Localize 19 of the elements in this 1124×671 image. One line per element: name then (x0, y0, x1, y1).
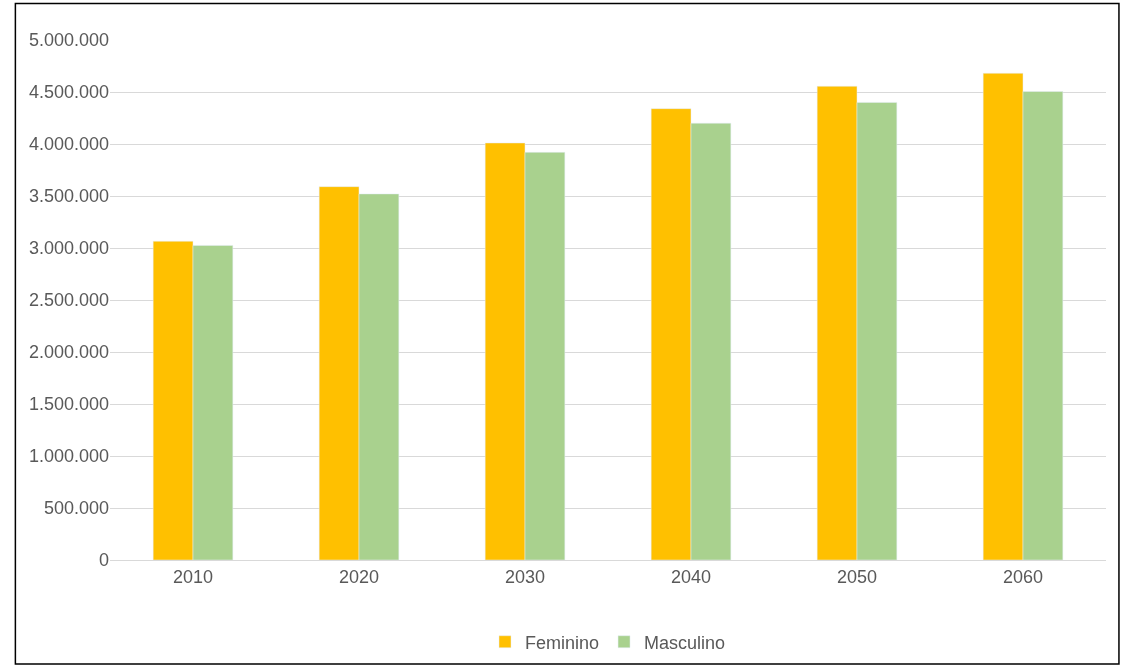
y-tick-label: 4.000.000 (28, 134, 109, 155)
y-tick-label: 5.000.000 (28, 30, 109, 51)
legend-label: Masculino (644, 632, 726, 653)
x-tick-label: 2010 (172, 566, 214, 587)
y-tick-label: 1.000.000 (28, 446, 109, 467)
x-tick-label: 2050 (836, 566, 878, 587)
y-tick-label: 2.000.000 (28, 342, 109, 363)
y-tick-label: 3.000.000 (28, 238, 109, 259)
x-tick-label: 2020 (338, 566, 380, 587)
y-tick-label: 4.500.000 (28, 82, 109, 103)
y-tick-label: 0 (98, 550, 109, 571)
x-tick-label: 2030 (504, 566, 546, 587)
y-tick-label: 2.500.000 (28, 290, 109, 311)
x-tick-label: 2060 (1002, 566, 1044, 587)
x-tick-label: 2040 (670, 566, 712, 587)
y-tick-label: 3.500.000 (28, 186, 109, 207)
legend-label: Feminino (525, 632, 600, 653)
y-tick-label: 500.000 (43, 498, 109, 519)
y-tick-label: 1.500.000 (28, 394, 109, 415)
